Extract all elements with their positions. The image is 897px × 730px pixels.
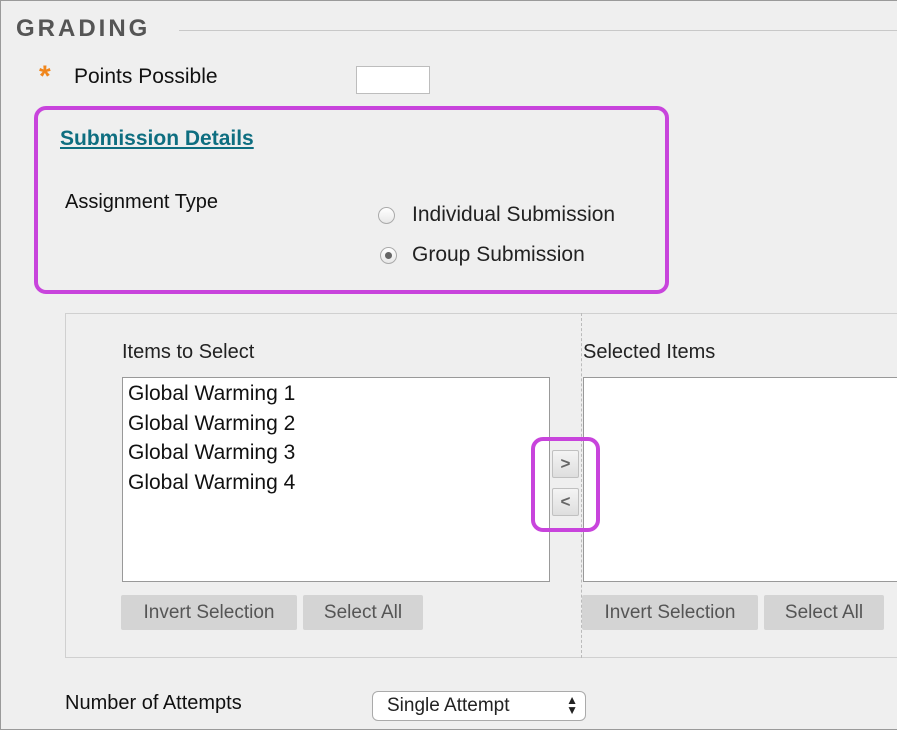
invert-selection-right-button[interactable]: Invert Selection [582, 595, 758, 630]
list-item[interactable]: Global Warming 2 [128, 411, 296, 435]
list-item[interactable]: Global Warming 1 [128, 382, 296, 405]
individual-submission-label[interactable]: Individual Submission [412, 203, 616, 226]
number-of-attempts-label: Number of Attempts [65, 692, 242, 714]
remove-arrow-button[interactable]: < [552, 488, 579, 516]
updown-arrows-icon: ▲ ▼ [566, 693, 578, 717]
add-arrow-button[interactable]: > [552, 450, 579, 478]
highlight-box-submission [34, 106, 669, 294]
select-all-left-button[interactable]: Select All [303, 595, 423, 630]
points-possible-label: Points Possible [74, 65, 218, 88]
selected-items-label: Selected Items [583, 341, 716, 363]
individual-submission-radio[interactable] [378, 207, 395, 224]
items-to-select-list[interactable]: Global Warming 1 Global Warming 2 Global… [122, 377, 550, 582]
select-all-right-button[interactable]: Select All [764, 595, 884, 630]
attempts-value: Single Attempt [387, 695, 510, 716]
group-submission-radio[interactable] [380, 247, 397, 264]
items-to-select-label: Items to Select [122, 341, 255, 363]
highlight-box-arrows [531, 437, 600, 532]
number-of-attempts-select[interactable]: Single Attempt ▲ ▼ [372, 691, 586, 721]
points-possible-input[interactable] [356, 66, 430, 94]
divider [179, 30, 897, 31]
list-item[interactable]: Global Warming 4 [128, 470, 296, 494]
assignment-type-label: Assignment Type [65, 191, 219, 213]
group-submission-label[interactable]: Group Submission [412, 243, 585, 266]
submission-details-link[interactable]: Submission Details [60, 127, 254, 150]
selected-items-list[interactable] [583, 377, 897, 582]
list-item[interactable]: Global Warming 3 [128, 441, 296, 464]
section-title: GRADING [16, 15, 151, 42]
panel-divider [581, 313, 582, 658]
invert-selection-left-button[interactable]: Invert Selection [121, 595, 297, 630]
asterisk-icon: * [39, 60, 51, 93]
